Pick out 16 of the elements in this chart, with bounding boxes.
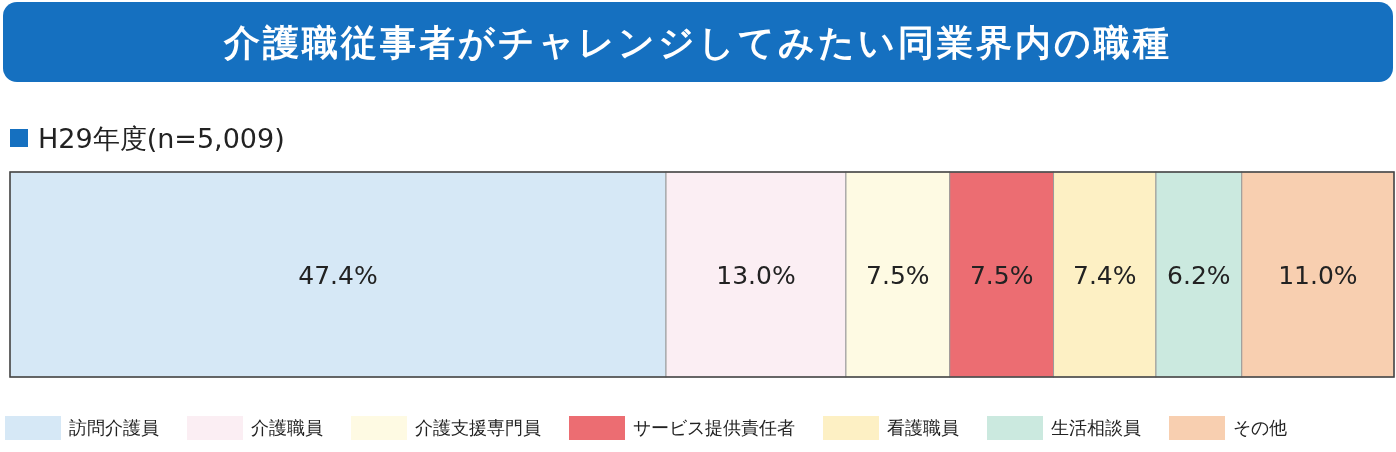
data-label: 7.5%	[866, 260, 930, 290]
legend-label: 介護職員	[251, 417, 323, 438]
chart-title: 介護職従事者がチャレンジしてみたい同業界内の職種	[223, 22, 1172, 63]
data-label: 11.0%	[1278, 260, 1358, 290]
data-label: 7.5%	[969, 260, 1034, 290]
data-label: 7.4%	[1072, 260, 1137, 290]
data-label: 13.0%	[716, 260, 796, 290]
text: 訪問介護員	[69, 417, 159, 438]
chart-subtitle: H29年度(n=5,009)	[38, 123, 285, 154]
data-label: 47.4%	[298, 260, 378, 290]
data-label: 6.2%	[1167, 260, 1231, 290]
legend-label: その他	[1233, 417, 1287, 438]
legend-label: 介護支援専門員	[415, 417, 541, 438]
legend-label: 生活相談員	[1051, 417, 1141, 438]
legend-label: サービス提供責任者	[633, 417, 795, 438]
legend-label: 看護職員	[887, 417, 959, 438]
